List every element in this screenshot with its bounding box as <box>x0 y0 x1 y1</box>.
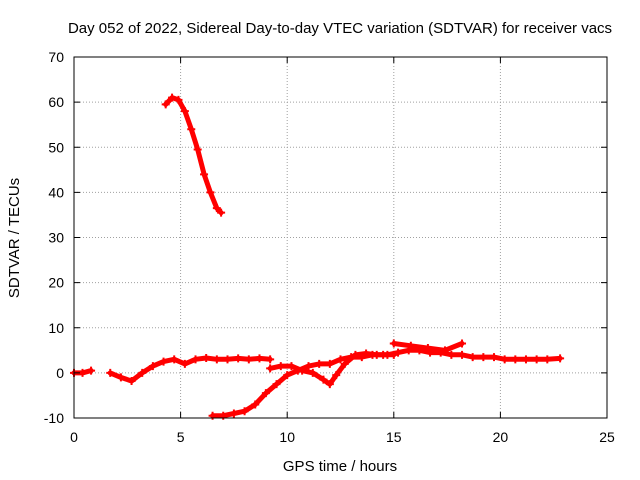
data-point <box>127 376 136 385</box>
data-point <box>200 170 209 179</box>
data-point <box>511 355 520 364</box>
data-point <box>500 355 509 364</box>
data-point <box>202 353 211 362</box>
y-axis-label: SDTVAR / TECUs <box>6 178 23 298</box>
data-point <box>389 339 398 348</box>
data-point <box>298 366 307 375</box>
data-point <box>543 355 552 364</box>
data-point <box>336 355 345 364</box>
data-point <box>234 354 243 363</box>
data-point <box>244 355 253 364</box>
data-point <box>362 349 371 358</box>
y-tick-label: 50 <box>48 139 64 155</box>
data-point <box>458 350 467 359</box>
grid-lines <box>74 57 607 418</box>
data-point <box>332 371 341 380</box>
data-point <box>340 359 349 368</box>
data-point <box>191 355 200 364</box>
data-point <box>283 371 292 380</box>
data-point <box>223 355 232 364</box>
data-point <box>87 366 96 375</box>
x-tick-label: 0 <box>70 429 78 445</box>
data-point <box>212 204 221 213</box>
data-point <box>304 362 313 371</box>
chart-title: Day 052 of 2022, Sidereal Day-to-day VTE… <box>68 20 612 37</box>
data-point <box>251 400 260 409</box>
data-point <box>266 355 275 364</box>
data-point <box>161 100 170 109</box>
data-point <box>479 353 488 362</box>
data-point <box>240 407 249 416</box>
x-tick-label: 25 <box>599 429 615 445</box>
data-point <box>106 368 115 377</box>
data-point <box>272 380 281 389</box>
data-point <box>116 373 125 382</box>
x-axis-ticks: 0 5 10 15 20 25 <box>70 57 615 445</box>
data-point <box>440 346 449 355</box>
data-point <box>148 362 157 371</box>
data-point <box>170 355 179 364</box>
data-point <box>351 350 360 359</box>
data-point <box>255 354 264 363</box>
data-point <box>325 359 334 368</box>
data-point <box>229 409 238 418</box>
y-tick-label: 20 <box>48 275 64 291</box>
data-point <box>193 145 202 154</box>
data-point <box>206 188 215 197</box>
data-point <box>266 364 275 373</box>
data-point <box>406 341 415 350</box>
series-track-b <box>107 355 273 384</box>
data-point <box>556 354 565 363</box>
y-tick-label: 0 <box>56 365 64 381</box>
x-tick-label: 15 <box>386 429 402 445</box>
x-axis-label: GPS time / hours <box>283 458 397 475</box>
x-tick-label: 20 <box>493 429 509 445</box>
data-point <box>468 353 477 362</box>
data-point <box>521 355 530 364</box>
data-point <box>187 125 196 134</box>
data-point <box>287 362 296 371</box>
data-point <box>447 350 456 359</box>
data-point <box>261 389 270 398</box>
data-point <box>325 380 334 389</box>
data-point <box>372 350 381 359</box>
y-tick-label: 10 <box>48 320 64 336</box>
data-point <box>159 357 168 366</box>
data-point <box>208 411 217 420</box>
data-point <box>308 368 317 377</box>
y-tick-label: 70 <box>48 49 64 65</box>
y-tick-label: 60 <box>48 94 64 110</box>
data-point <box>276 362 285 371</box>
data-point <box>383 350 392 359</box>
data-point <box>532 355 541 364</box>
data-point <box>458 339 467 348</box>
series-group <box>70 93 565 420</box>
data-point <box>138 368 147 377</box>
data-point <box>490 353 499 362</box>
data-point <box>180 359 189 368</box>
series-track-c <box>163 95 224 216</box>
y-tick-label: 30 <box>48 230 64 246</box>
data-point <box>180 107 189 116</box>
data-point <box>168 93 177 102</box>
data-point <box>319 375 328 384</box>
y-tick-label: -10 <box>44 410 64 426</box>
data-point <box>315 359 324 368</box>
y-tick-label: 40 <box>48 184 64 200</box>
data-point <box>423 344 432 353</box>
data-point <box>217 208 226 217</box>
data-point <box>212 355 221 364</box>
x-tick-label: 10 <box>279 429 295 445</box>
data-point <box>394 348 403 357</box>
data-point <box>174 95 183 104</box>
x-tick-label: 5 <box>177 429 185 445</box>
y-axis-ticks: -10 0 10 20 30 40 50 60 70 <box>44 49 607 426</box>
series-track-d <box>210 352 397 419</box>
